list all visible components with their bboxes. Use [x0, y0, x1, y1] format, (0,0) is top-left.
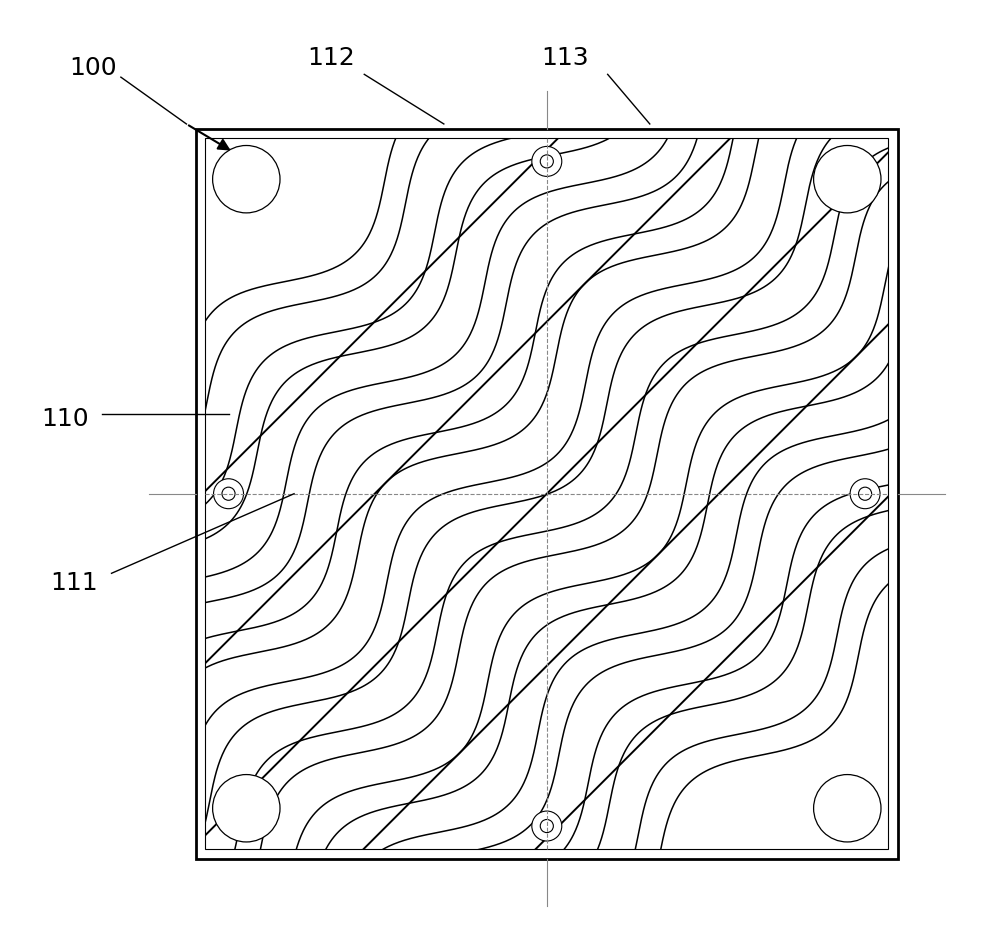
Circle shape: [214, 479, 244, 508]
Circle shape: [213, 145, 280, 213]
Text: 111: 111: [51, 571, 98, 595]
Circle shape: [814, 774, 881, 842]
Circle shape: [532, 811, 562, 841]
Text: 100: 100: [69, 56, 117, 80]
Text: 110: 110: [41, 407, 89, 431]
Circle shape: [859, 487, 872, 501]
Bar: [205, 138, 888, 849]
Circle shape: [532, 146, 562, 177]
Circle shape: [814, 145, 881, 213]
Circle shape: [213, 774, 280, 842]
Text: 113: 113: [542, 47, 589, 70]
Bar: [196, 128, 898, 859]
Circle shape: [540, 820, 553, 832]
Text: 112: 112: [308, 47, 355, 70]
Bar: [196, 128, 898, 859]
Circle shape: [222, 487, 235, 501]
Circle shape: [850, 479, 880, 508]
Circle shape: [540, 155, 553, 168]
